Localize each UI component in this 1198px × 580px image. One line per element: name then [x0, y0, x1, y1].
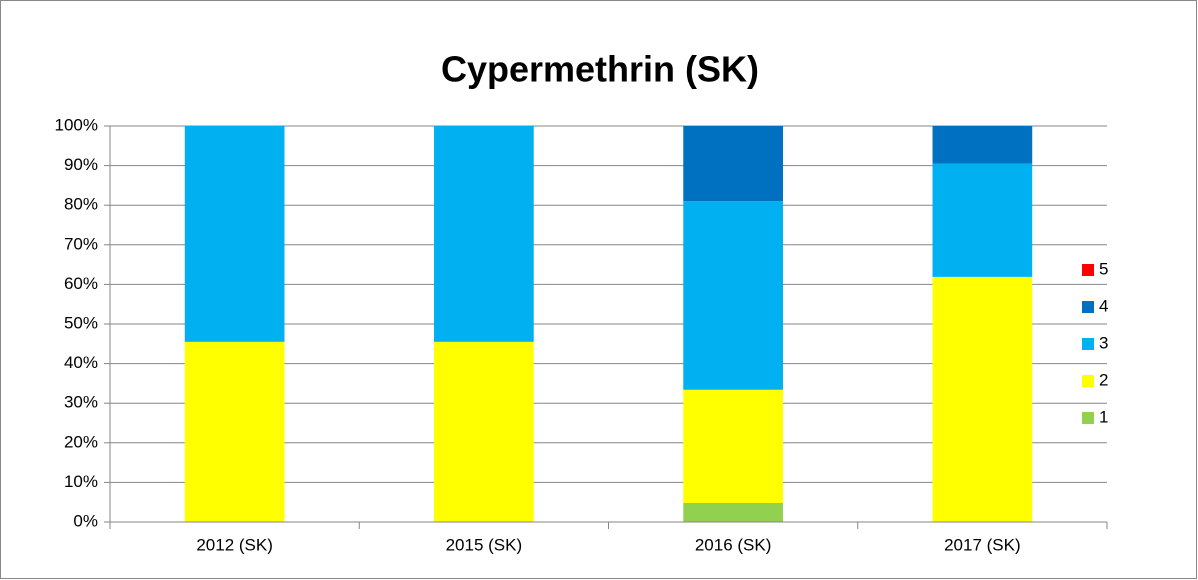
- legend-swatch: [1082, 412, 1094, 424]
- chart-title: Cypermethrin (SK): [441, 49, 759, 90]
- bar-segment: [683, 389, 783, 503]
- bar-segment: [932, 126, 1033, 164]
- legend-swatch: [1082, 375, 1094, 387]
- bar-segment: [434, 126, 534, 342]
- bar-segment: [184, 341, 285, 522]
- bar-segment: [683, 201, 783, 390]
- y-tick-label: 70%: [64, 234, 98, 253]
- bar-segment: [683, 502, 783, 522]
- legend-label: 4: [1099, 296, 1108, 315]
- x-tick-label: 2015 (SK): [446, 535, 523, 554]
- legend-label: 1: [1099, 407, 1108, 426]
- x-tick-label: 2016 (SK): [695, 535, 772, 554]
- y-tick-label: 20%: [64, 432, 98, 451]
- y-tick-label: 30%: [64, 393, 98, 412]
- legend-swatch: [1082, 301, 1094, 313]
- y-tick-label: 90%: [64, 155, 98, 174]
- y-tick-label: 0%: [73, 511, 98, 530]
- y-tick-label: 10%: [64, 472, 98, 491]
- y-tick-label: 60%: [64, 274, 98, 293]
- legend-swatch: [1082, 264, 1094, 276]
- y-tick-label: 50%: [64, 313, 98, 332]
- x-tick-label: 2017 (SK): [944, 535, 1021, 554]
- y-tick-label: 80%: [64, 195, 98, 214]
- x-tick-label: 2012 (SK): [196, 535, 273, 554]
- bar-segment: [932, 163, 1033, 277]
- bar-segment: [184, 126, 285, 342]
- y-tick-label: 100%: [55, 115, 98, 134]
- bar-segment: [683, 126, 783, 202]
- bar-segment: [932, 276, 1033, 522]
- legend-label: 3: [1099, 333, 1108, 352]
- bar-segment: [434, 341, 534, 522]
- legend-label: 2: [1099, 370, 1108, 389]
- legend-label: 5: [1099, 259, 1108, 278]
- legend-swatch: [1082, 338, 1094, 350]
- y-tick-label: 40%: [64, 353, 98, 372]
